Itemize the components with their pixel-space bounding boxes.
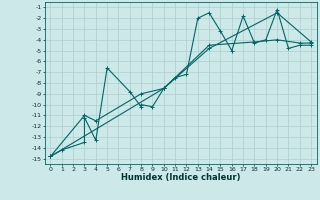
X-axis label: Humidex (Indice chaleur): Humidex (Indice chaleur) [121,173,241,182]
